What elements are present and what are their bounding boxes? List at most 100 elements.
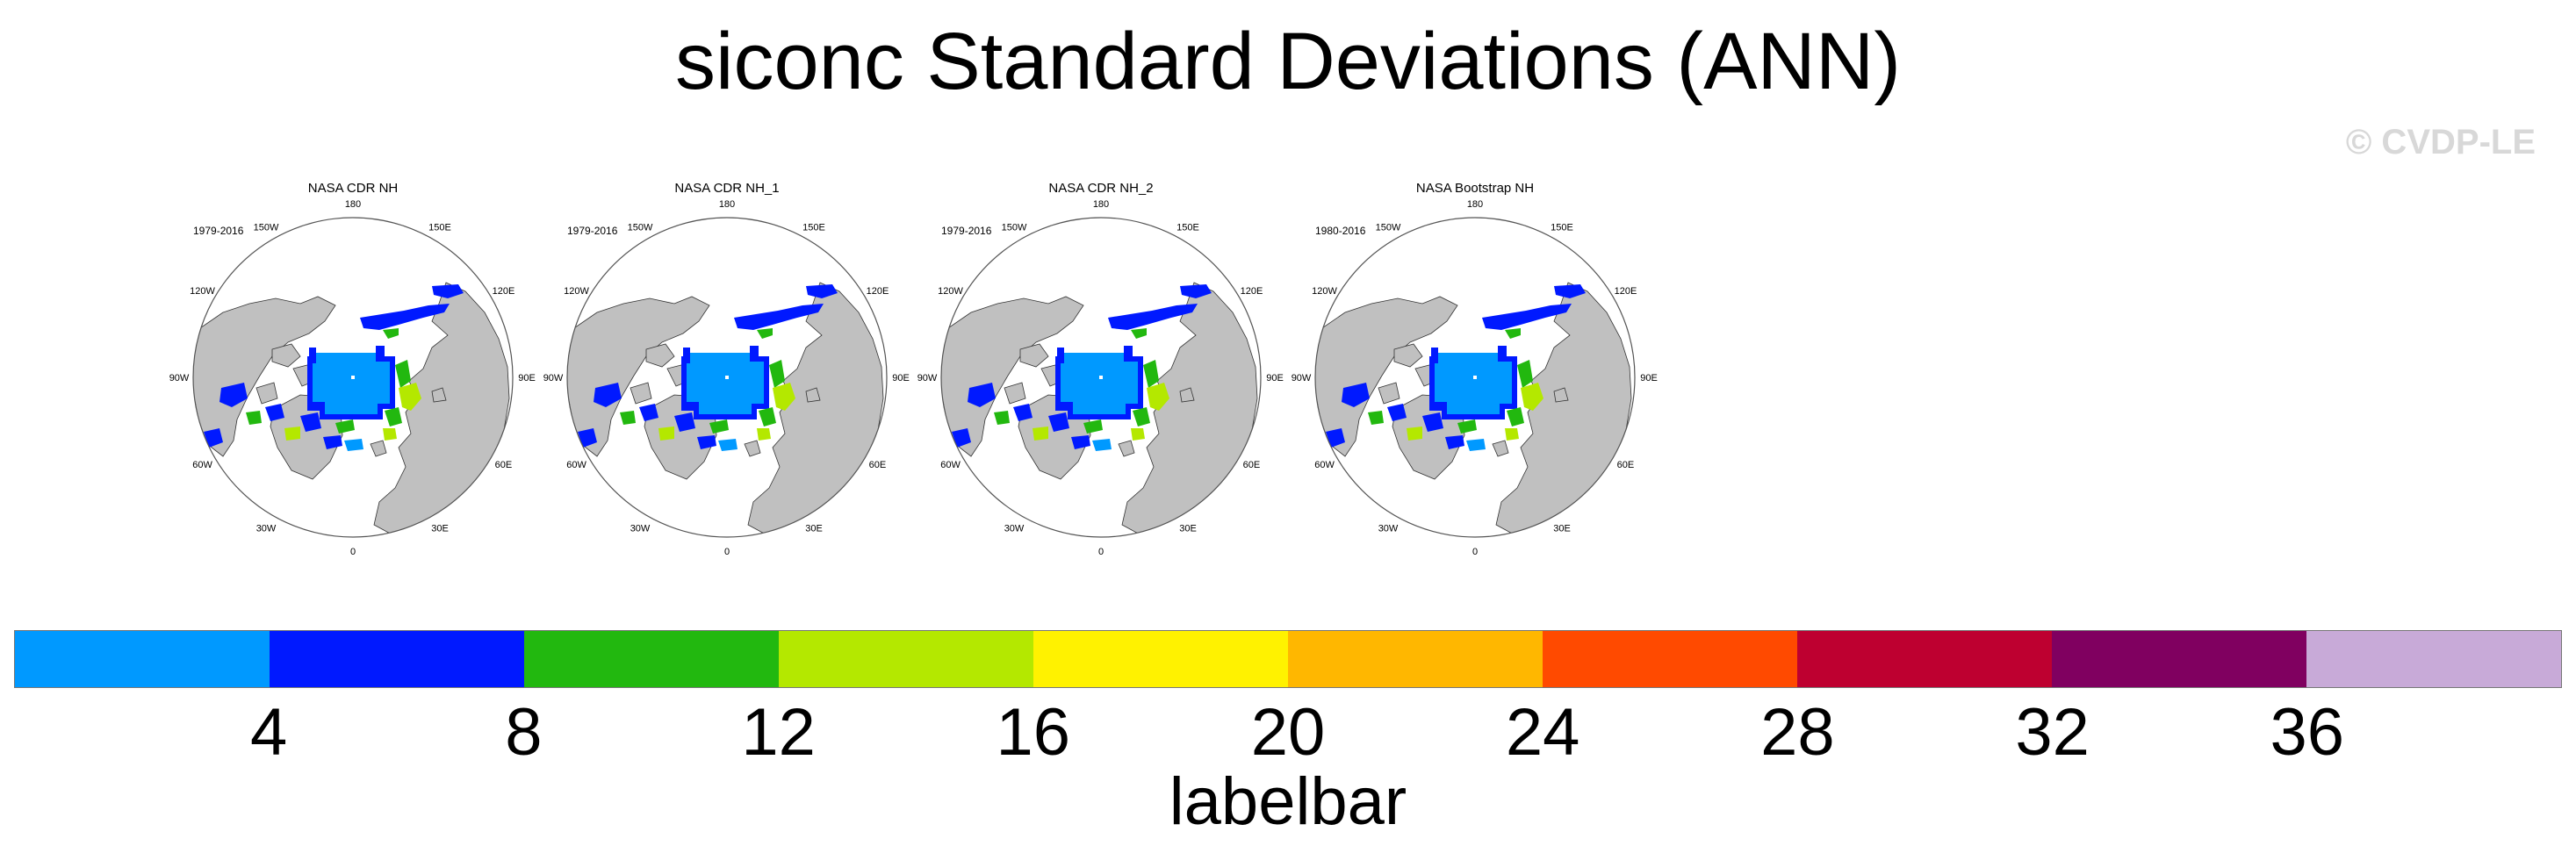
sea-ice-cell	[1507, 407, 1524, 426]
panel-title: NASA CDR NH	[307, 181, 399, 196]
colorbar-tick-label: 16	[996, 695, 1071, 770]
sea-ice-cell	[284, 426, 300, 441]
panel-title: NASA CDR NH_2	[1048, 181, 1154, 196]
longitude-label: 0	[724, 547, 730, 557]
colorbar-box	[2052, 631, 2306, 687]
land	[1179, 387, 1195, 403]
colorbar	[14, 630, 2562, 688]
sea-ice-cell	[344, 439, 363, 451]
sea-ice-cell	[395, 360, 411, 388]
sea-ice-cell	[757, 428, 771, 441]
land	[271, 343, 301, 368]
sea-ice-cell	[1131, 428, 1145, 441]
longitude-label: 0	[350, 547, 356, 557]
longitude-label: 90W	[169, 373, 190, 383]
longitude-label: 90W	[543, 373, 564, 383]
longitude-label: 60E	[495, 460, 513, 470]
longitude-label: 120E	[867, 286, 889, 297]
longitude-label: 120E	[1615, 286, 1637, 297]
land	[1495, 282, 1632, 536]
longitude-label: 150E	[1176, 223, 1199, 233]
colorbar-tick-label: 20	[1250, 695, 1326, 770]
sea-ice-cell	[1061, 353, 1138, 414]
longitude-label: 90E	[1266, 373, 1284, 383]
polar-map: 180 150E 120E 90E 60E 30E 0 30W 60W 90W 120W 150W	[169, 199, 536, 557]
colorbar-tick-label: 8	[505, 695, 543, 770]
sea-ice-cell	[265, 404, 284, 421]
sea-ice-cell	[709, 419, 729, 434]
sea-ice-cell	[1407, 426, 1422, 441]
sea-ice-cell	[1429, 346, 1517, 419]
panel-period: 1979-2016	[193, 225, 244, 237]
sea-ice-cell	[300, 412, 321, 432]
sea-ice-cell	[658, 426, 674, 441]
colorbar-label: labelbar	[1169, 764, 1407, 839]
sea-ice-cell	[323, 435, 342, 449]
sea-ice-cell	[681, 346, 769, 419]
sea-ice-cell	[1554, 284, 1586, 298]
colorbar-tick-label: 24	[1505, 695, 1580, 770]
sea-ice-cell	[1326, 428, 1345, 448]
sea-ice-cell	[1048, 412, 1069, 432]
sea-ice-cell	[1482, 304, 1572, 330]
longitude-label: 30E	[1553, 523, 1571, 534]
longitude-label: 120W	[938, 286, 963, 297]
land	[373, 282, 510, 536]
land	[370, 440, 387, 457]
longitude-label: 180	[719, 199, 735, 210]
sea-ice-cell	[1445, 435, 1464, 449]
map-panel: NASA CDR NH_1 1979-2016 180 150E 120E 90E 60E 3…	[543, 181, 911, 558]
sea-ice-cell	[335, 419, 355, 434]
sea-ice-cell	[687, 353, 764, 414]
polar-map: 180 150E 120E 90E 60E 30E 0 30W 60W 90W 120W 150W	[1292, 199, 1658, 557]
colorbar-box	[1288, 631, 1543, 687]
sea-ice-cell	[806, 284, 838, 298]
colorbar-tick-label: 28	[1760, 695, 1835, 770]
sea-ice-cell	[952, 428, 971, 448]
sea-ice-cell	[734, 304, 824, 330]
sea-ice-cell	[360, 304, 450, 330]
sea-ice-cell	[1457, 419, 1477, 434]
north-pole	[351, 376, 355, 379]
longitude-label: 30E	[1179, 523, 1197, 534]
land	[744, 440, 761, 457]
land	[1118, 440, 1135, 457]
sea-ice-cell	[1505, 428, 1519, 441]
sea-ice-cell	[718, 439, 738, 451]
land	[1553, 387, 1569, 403]
figure-title: siconc Standard Deviations (ANN)	[675, 17, 1901, 106]
sea-ice-cell	[769, 360, 785, 388]
sea-ice-cell	[757, 328, 773, 339]
longitude-label: 60W	[192, 460, 212, 470]
sea-ice-cell	[968, 383, 996, 407]
sea-ice-cell	[385, 407, 402, 426]
sea-ice-cell	[1435, 353, 1512, 414]
panel-title: NASA CDR NH_1	[674, 181, 780, 196]
sea-ice-cell	[219, 383, 248, 407]
sea-ice-cell	[1368, 411, 1384, 425]
sea-ice-cell	[759, 407, 776, 426]
longitude-label: 90E	[518, 373, 536, 383]
longitude-label: 150E	[1551, 223, 1573, 233]
longitude-label: 60E	[869, 460, 887, 470]
land	[255, 382, 278, 405]
colorbar-box	[524, 631, 779, 687]
colorbar-box	[270, 631, 524, 687]
land	[1393, 343, 1423, 368]
land	[1004, 382, 1026, 405]
longitude-label: 120W	[190, 286, 215, 297]
sea-ice-cell	[1108, 304, 1198, 330]
panel-period: 1979-2016	[567, 225, 618, 237]
land	[1378, 382, 1400, 405]
longitude-label: 60W	[1314, 460, 1335, 470]
colorbar-box	[779, 631, 1033, 687]
longitude-label: 30W	[630, 523, 651, 534]
north-pole	[1473, 376, 1477, 379]
panel-period: 1979-2016	[941, 225, 992, 237]
map-panel: NASA CDR NH_2 1979-2016 180 150E 120E 90E 60E 3…	[917, 181, 1285, 558]
colorbar-box	[1033, 631, 1288, 687]
sea-ice-cell	[432, 284, 464, 298]
sea-ice-cell	[1180, 284, 1212, 298]
colorbar-box	[1543, 631, 1797, 687]
panel-title: NASA Bootstrap NH	[1415, 181, 1535, 196]
